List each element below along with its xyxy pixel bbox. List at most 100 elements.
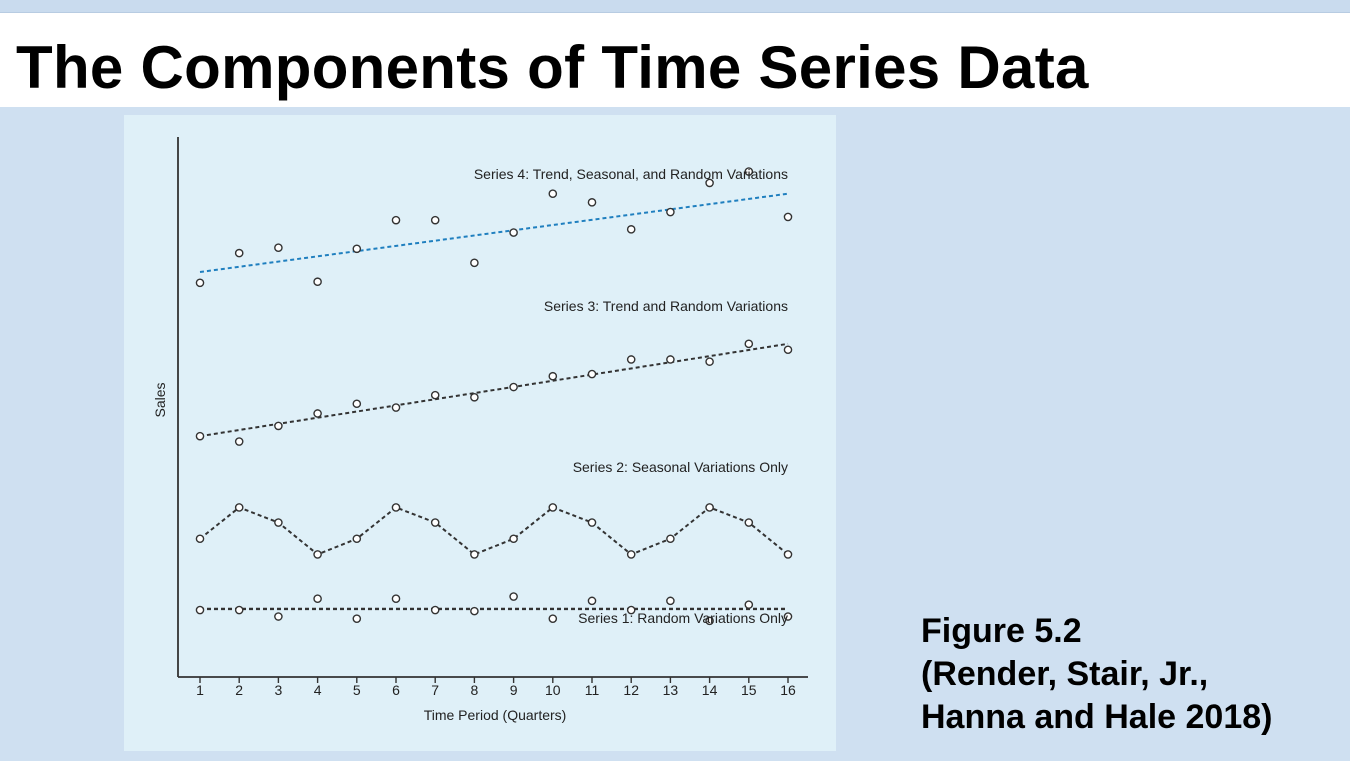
data-point: [195, 431, 205, 441]
x-tick-label: 16: [780, 682, 796, 698]
data-point: [195, 278, 205, 288]
caption-line-2: (Render, Stair, Jr.,: [921, 655, 1209, 693]
x-tick-label: 4: [314, 682, 322, 698]
caption-line-3: Hanna and Hale 2018): [921, 698, 1273, 736]
data-point: [195, 534, 205, 544]
data-point: [313, 409, 322, 418]
data-point: [744, 518, 754, 527]
data-point: [352, 244, 362, 254]
series-3: Series 2: Seasonal Variations Only: [195, 459, 793, 559]
data-point: [352, 399, 362, 409]
data-point: [274, 243, 283, 252]
data-point: [470, 392, 479, 402]
data-point: [509, 534, 518, 544]
data-point: [626, 225, 636, 234]
x-tick-label: 10: [545, 682, 561, 698]
trend-line: [199, 342, 789, 438]
x-tick-label: 5: [353, 682, 361, 698]
data-point: [391, 403, 401, 412]
series-label: Series 2: Seasonal Variations Only: [573, 459, 788, 475]
data-point: [705, 178, 714, 188]
slide-title: The Components of Time Series Data: [16, 34, 1089, 101]
series-2: Series 3: Trend and Random Variations: [195, 298, 793, 446]
x-tick-label: 11: [585, 682, 600, 698]
data-point: [705, 616, 714, 626]
data-point: [430, 518, 440, 527]
series-label: Series 3: Trend and Random Variations: [544, 298, 788, 314]
data-point: [430, 605, 440, 615]
data-point: [666, 207, 675, 217]
data-point: [666, 534, 675, 544]
data-point: [548, 614, 558, 623]
data-point: [587, 518, 597, 527]
x-tick-label: 1: [196, 682, 204, 698]
series-1: Series 4: Trend, Seasonal, and Random Va…: [195, 166, 793, 288]
data-point: [274, 518, 283, 527]
data-point: [234, 605, 244, 615]
x-tick-label: 2: [235, 682, 243, 698]
figure-caption: Figure 5.2 (Render, Stair, Jr., Hanna an…: [921, 610, 1341, 739]
data-point: [313, 277, 322, 287]
data-point: [509, 228, 518, 237]
data-point: [391, 594, 401, 604]
series-label: Series 1: Random Variations Only: [578, 610, 788, 626]
data-point: [666, 596, 675, 606]
data-point: [587, 369, 597, 379]
data-point: [430, 390, 440, 400]
x-tick-label: 14: [702, 682, 718, 698]
figure-panel: 1 2 3 4 5 6 7 8 9 10 11 12 13 14 15 16 Series 4: Trend,…: [124, 115, 836, 751]
x-ticks: 1 2 3 4 5 6 7 8 9 10 11 12 13 14 15 16: [196, 677, 796, 698]
data-point: [430, 215, 440, 225]
data-point: [470, 258, 479, 268]
data-point: [783, 212, 793, 222]
x-tick-label: 3: [275, 682, 283, 698]
data-point: [548, 371, 558, 381]
data-point: [744, 167, 754, 176]
data-point: [705, 503, 714, 512]
data-point: [391, 215, 401, 225]
data-point: [195, 605, 205, 615]
data-point: [470, 550, 479, 559]
data-point: [666, 355, 675, 364]
data-point: [313, 550, 322, 559]
data-point: [509, 592, 518, 601]
data-point: [626, 605, 636, 615]
data-point: [783, 550, 793, 559]
data-point: [587, 596, 597, 606]
data-point: [548, 503, 558, 512]
y-axis-label: Sales: [152, 382, 168, 417]
series-layer: Series 4: Trend, Seasonal, and Random Va…: [195, 166, 793, 626]
series-line: [199, 506, 789, 556]
series-label: Series 4: Trend, Seasonal, and Random Va…: [474, 166, 788, 182]
title-bar: The Components of Time Series Data: [0, 13, 1350, 107]
data-point: [234, 503, 244, 512]
top-strip: [0, 0, 1350, 13]
x-tick-label: 7: [431, 682, 439, 698]
data-point: [783, 345, 793, 355]
data-point: [626, 550, 636, 559]
x-tick-label: 12: [623, 682, 639, 698]
data-point: [548, 189, 558, 198]
trend-line: [199, 192, 789, 273]
data-point: [705, 357, 714, 366]
series-4: Series 1: Random Variations Only: [195, 592, 793, 626]
data-point: [509, 382, 518, 392]
x-tick-label: 6: [392, 682, 400, 698]
data-point: [744, 600, 754, 609]
data-point: [352, 614, 362, 623]
data-point: [352, 534, 362, 544]
data-point: [274, 612, 283, 621]
data-point: [626, 355, 636, 364]
x-tick-label: 9: [510, 682, 518, 698]
data-point: [783, 612, 793, 621]
data-point: [274, 421, 283, 431]
data-point: [313, 594, 322, 604]
data-point: [234, 248, 244, 258]
data-point: [234, 437, 244, 446]
data-point: [391, 503, 401, 512]
data-point: [470, 606, 479, 616]
time-series-chart: 1 2 3 4 5 6 7 8 9 10 11 12 13 14 15 16 Series 4: Trend,…: [152, 137, 808, 723]
x-axis-label: Time Period (Quarters): [424, 707, 567, 723]
x-tick-label: 13: [663, 682, 679, 698]
data-point: [587, 198, 597, 207]
